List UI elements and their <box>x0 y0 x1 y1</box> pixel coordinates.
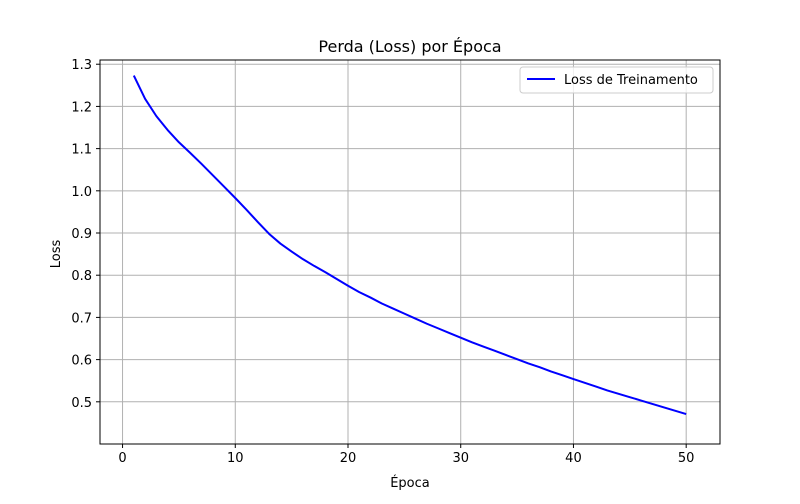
x-tick-label: 20 <box>340 451 357 466</box>
y-axis-label: Loss <box>49 240 64 269</box>
plot-frame <box>100 60 720 444</box>
grid <box>100 60 720 444</box>
y-tick-label: 0.8 <box>71 269 92 284</box>
y-tick-label: 1.3 <box>71 58 92 73</box>
series-layer <box>134 76 686 414</box>
series-line <box>134 76 686 414</box>
x-axis-label: Época <box>390 475 430 491</box>
x-tick-label: 30 <box>452 451 469 466</box>
y-tick-label: 1.0 <box>71 185 92 200</box>
y-tick-label: 1.1 <box>71 143 92 158</box>
x-tick-label: 0 <box>118 451 126 466</box>
x-tick-label: 40 <box>565 451 582 466</box>
x-tick-label: 50 <box>678 451 695 466</box>
legend-label: Loss de Treinamento <box>564 73 698 88</box>
legend: Loss de Treinamento <box>520 67 713 93</box>
chart-title: Perda (Loss) por Época <box>318 37 501 56</box>
x-tick-label: 10 <box>227 451 244 466</box>
x-axis-ticks: 0 10 20 30 40 50 <box>118 444 694 466</box>
y-tick-label: 0.7 <box>71 311 92 326</box>
y-axis-ticks: 0.5 0.6 0.7 0.8 0.9 1.0 1.1 1.2 1.3 <box>71 58 100 411</box>
y-tick-label: 0.6 <box>71 354 92 369</box>
y-tick-label: 1.2 <box>71 100 92 115</box>
y-tick-label: 0.5 <box>71 396 92 411</box>
y-tick-label: 0.9 <box>71 227 92 242</box>
